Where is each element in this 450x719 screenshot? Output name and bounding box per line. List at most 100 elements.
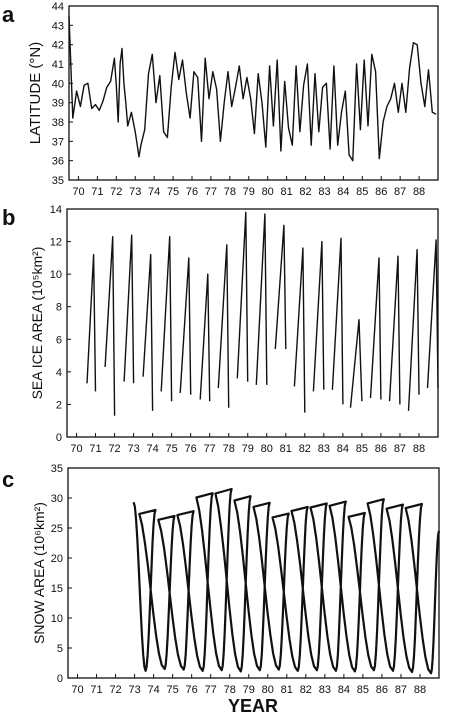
x-tick-label: 82 [300, 684, 312, 696]
x-tick-label: 70 [71, 684, 83, 696]
x-tick-label: 80 [262, 186, 274, 198]
x-tick-label: 71 [91, 186, 103, 198]
x-tick-label: 76 [186, 684, 198, 696]
sea-ice-season-line [160, 236, 173, 402]
x-tick-label: 75 [167, 684, 179, 696]
x-tick-label: 86 [376, 684, 388, 696]
x-tick-label: 86 [375, 186, 387, 198]
y-tick-label: 8 [56, 302, 62, 314]
panel-b-y-ticks: 0 2 4 6 8 10 12 14 [50, 204, 71, 444]
x-tick-label: 85 [356, 186, 368, 198]
sea-ice-season-line [274, 224, 287, 350]
x-tick-label: 70 [70, 443, 82, 455]
panel-c: c 0 5 10 15 20 25 30 35 70 71 72 73 74 75 76 77 78 79 80 8… [2, 463, 441, 696]
y-tick-label: 44 [52, 1, 64, 13]
y-tick-label: 6 [56, 334, 62, 346]
sea-ice-season-line [388, 255, 401, 405]
x-tick-label: 81 [281, 684, 293, 696]
panel-a-y-axis-label: LATITUDE (°N) [27, 42, 44, 144]
y-tick-label: 14 [50, 204, 62, 216]
x-tick-label: 88 [414, 684, 426, 696]
x-tick-label: 78 [223, 443, 235, 455]
snow-area-line [132, 487, 441, 675]
panel-b-series [86, 211, 439, 416]
x-tick-label: 73 [129, 186, 141, 198]
x-tick-label: 73 [128, 684, 140, 696]
x-tick-label: 85 [356, 443, 368, 455]
x-tick-label: 71 [89, 443, 101, 455]
sea-ice-season-line [312, 240, 325, 392]
x-tick-label: 78 [224, 684, 236, 696]
y-tick-label: 4 [56, 367, 62, 379]
x-tick-label: 72 [110, 186, 122, 198]
x-tick-label: 72 [108, 443, 120, 455]
x-tick-label: 83 [318, 186, 330, 198]
x-tick-label: 74 [146, 443, 158, 455]
y-tick-label: 12 [50, 237, 62, 249]
panel-letter-a: a [2, 2, 15, 27]
panel-letter-b: b [2, 205, 15, 230]
x-tick-label: 74 [148, 186, 160, 198]
panel-c-frame [67, 467, 440, 679]
panel-b-y-axis-label: SEA ICE AREA (10⁵km²) [29, 247, 45, 400]
sea-ice-season-line [217, 244, 230, 408]
panel-a-series [68, 15, 437, 162]
y-tick-label: 35 [52, 175, 64, 187]
x-tick-label: 77 [204, 443, 216, 455]
x-tick-label: 79 [243, 186, 255, 198]
x-tick-label: 74 [147, 684, 159, 696]
x-tick-label: 84 [337, 443, 349, 455]
sea-ice-season-line [255, 213, 268, 385]
sea-ice-season-line [123, 234, 135, 384]
x-tick-label: 87 [394, 443, 406, 455]
panel-a-x-ticks: 70 71 72 73 74 75 76 77 78 79 80 81 82 83 84 85 86 87 88 [72, 176, 425, 198]
panel-c-series [132, 487, 441, 675]
y-tick-label: 15 [51, 583, 63, 595]
y-tick-label: 39 [52, 98, 64, 110]
x-tick-label: 87 [394, 186, 406, 198]
sea-ice-season-line [236, 211, 249, 382]
y-tick-label: 35 [51, 463, 63, 475]
x-tick-label: 81 [280, 443, 292, 455]
x-tick-label: 73 [127, 443, 139, 455]
panel-b-frame [66, 208, 439, 438]
y-tick-label: 43 [52, 20, 64, 32]
y-tick-label: 42 [52, 40, 64, 52]
x-tick-label: 80 [262, 684, 274, 696]
x-tick-label: 83 [318, 443, 330, 455]
panel-b: b 0 2 4 6 8 10 12 14 70 71 72 73 74 75 76 77 78 79 80 81 82… [2, 204, 439, 455]
x-axis-label: YEAR [228, 696, 278, 716]
x-tick-label: 82 [299, 443, 311, 455]
y-tick-label: 38 [52, 117, 64, 129]
panel-c-y-axis-label: SNOW AREA (10⁶km²) [31, 502, 47, 644]
y-tick-label: 40 [52, 78, 64, 90]
y-tick-label: 36 [52, 156, 64, 168]
y-tick-label: 5 [57, 643, 63, 655]
x-tick-label: 76 [186, 186, 198, 198]
x-tick-label: 78 [224, 186, 236, 198]
panel-c-y-ticks: 0 5 10 15 20 25 30 35 [51, 463, 72, 685]
y-tick-label: 30 [51, 493, 63, 505]
x-tick-label: 76 [185, 443, 197, 455]
sea-ice-season-line [407, 249, 420, 411]
y-tick-label: 2 [56, 399, 62, 411]
y-tick-label: 10 [50, 269, 62, 281]
panel-letter-c: c [2, 467, 14, 492]
x-tick-label: 84 [338, 684, 350, 696]
sea-ice-season-line [331, 237, 344, 405]
x-tick-label: 75 [166, 443, 178, 455]
y-tick-label: 10 [51, 613, 63, 625]
x-tick-label: 77 [205, 186, 217, 198]
x-tick-label: 88 [413, 443, 425, 455]
panel-a-frame [68, 5, 439, 181]
x-tick-label: 75 [167, 186, 179, 198]
sea-ice-season-line [104, 236, 116, 416]
x-tick-label: 70 [72, 186, 84, 198]
x-tick-label: 80 [261, 443, 273, 455]
x-tick-label: 79 [243, 684, 255, 696]
sea-ice-season-line [426, 239, 439, 389]
sea-ice-season-line [86, 253, 97, 392]
panel-c-x-ticks: 70 71 72 73 74 75 76 77 78 79 80 81 82 83 84 85 86 87 88 [71, 674, 426, 696]
sea-ice-season-line [369, 257, 382, 400]
